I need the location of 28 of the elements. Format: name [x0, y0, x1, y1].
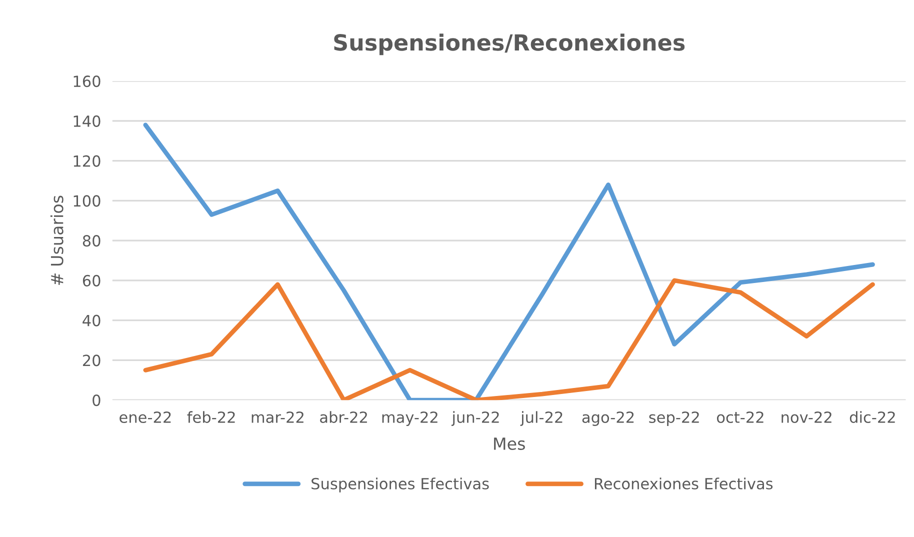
y-tick-label: 60	[82, 274, 100, 286]
y-tick-label: 0	[92, 394, 100, 406]
y-tick-label: 100	[74, 195, 100, 207]
x-tick-label: dic-22	[850, 411, 895, 423]
y-axis-title: # Usuarios	[50, 196, 64, 285]
y-tick-label: 160	[74, 76, 100, 88]
x-tick-label: feb-22	[187, 411, 235, 423]
legend-label: Reconexiones Efectivas	[594, 478, 773, 490]
x-tick-label: mar-22	[252, 411, 304, 423]
y-tick-label: 40	[82, 314, 100, 326]
x-tick-label: abr-22	[320, 411, 367, 423]
x-tick-label: may-22	[382, 411, 438, 426]
x-axis-title: Mes	[494, 438, 525, 450]
x-tick-label: nov-22	[782, 411, 832, 423]
line-series	[143, 278, 875, 400]
x-tick-label: jun-22	[451, 411, 499, 426]
line-series	[143, 122, 875, 400]
y-tick-label: 140	[74, 115, 100, 127]
y-tick-label: 120	[74, 155, 100, 167]
chart-title: Suspensiones/Reconexiones	[334, 34, 685, 56]
y-tick-label: 20	[82, 354, 100, 366]
x-tick-label: ago-22	[582, 411, 634, 426]
x-tick-label: jul-22	[520, 411, 562, 426]
x-tick-label: oct-22	[716, 411, 764, 423]
x-tick-label: ene-22	[120, 411, 171, 423]
legend-label: Suspensiones Efectivas	[312, 478, 489, 492]
x-tick-label: sep-22	[649, 411, 699, 426]
y-tick-label: 80	[82, 235, 100, 247]
